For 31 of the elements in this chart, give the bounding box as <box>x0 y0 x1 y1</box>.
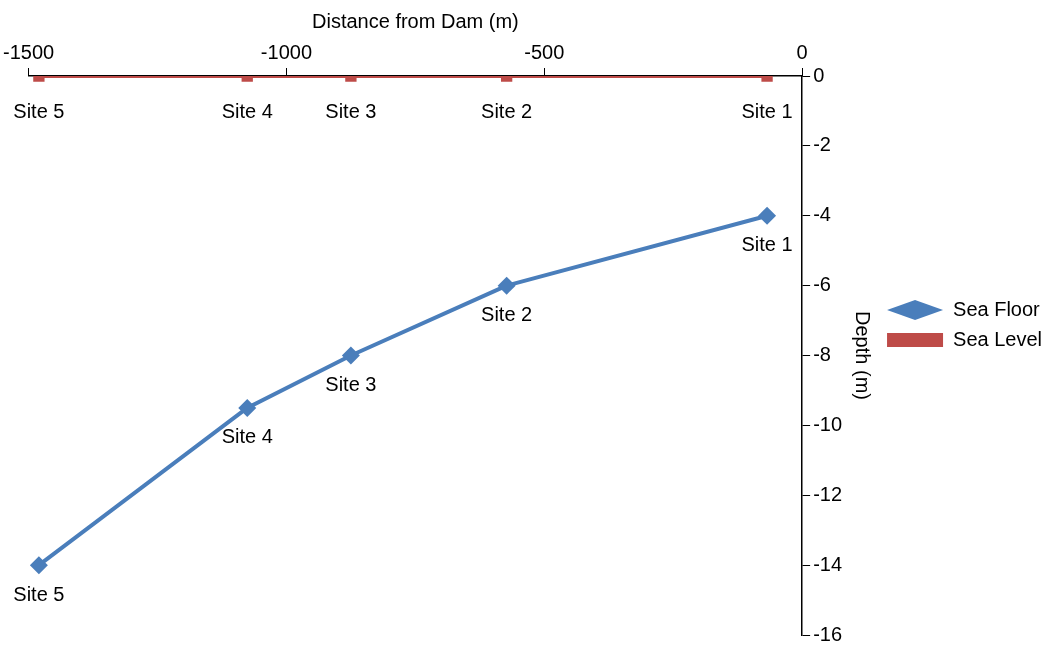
point <box>238 398 257 417</box>
y-axis-title: Depth (m) <box>851 311 874 400</box>
annotation: Site 4 <box>221 425 273 448</box>
annotation: Site 5 <box>13 99 65 122</box>
annotation: Site 1 <box>741 99 793 122</box>
x-tick-label: -1500 <box>3 40 55 63</box>
annotation: Site 5 <box>13 582 65 605</box>
y-tick-label: 0 <box>813 63 825 86</box>
annotation: Site 3 <box>325 99 377 122</box>
y-tick-label: -12 <box>813 482 843 505</box>
y-tick-label: -4 <box>813 203 831 226</box>
y-tick-label: -6 <box>813 273 831 296</box>
y-tick-label: -14 <box>813 552 843 575</box>
point <box>758 206 777 225</box>
annotation: Site 3 <box>325 373 377 396</box>
y-tick-label: -2 <box>813 133 831 156</box>
annotation: Site 2 <box>481 99 533 122</box>
y-tick-label: -10 <box>813 412 843 435</box>
x-tick-label: -1000 <box>260 40 313 63</box>
legend-label: Sea Level <box>953 327 1043 350</box>
annotation: Site 1 <box>741 233 793 256</box>
point <box>341 346 360 365</box>
y-tick-label: -8 <box>813 343 831 366</box>
y-tick-label: -16 <box>813 622 843 645</box>
legend-label: Sea Floor <box>953 297 1041 320</box>
point <box>497 276 516 295</box>
annotation: Site 4 <box>221 99 273 122</box>
x-axis-title: Distance from Dam (m) <box>312 9 519 32</box>
annotation: Site 2 <box>481 303 533 326</box>
x-tick-label: 0 <box>796 40 808 63</box>
x-tick-label: -500 <box>524 40 565 63</box>
